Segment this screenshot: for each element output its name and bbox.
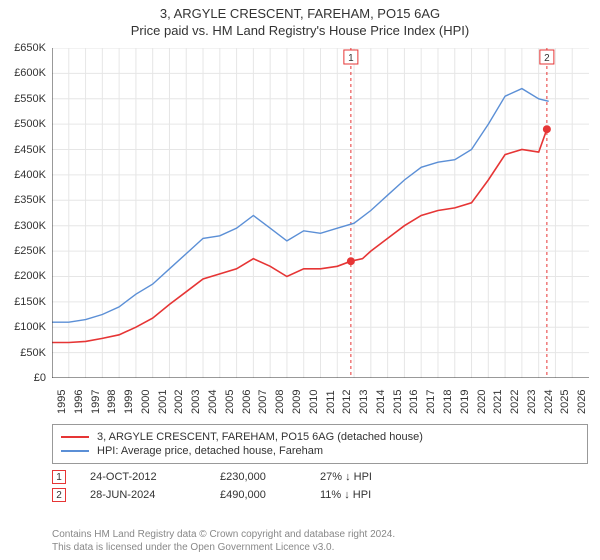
y-tick-label: £100K	[14, 321, 46, 333]
sale-delta: 11% ↓ HPI	[320, 489, 440, 501]
sales-table: 1 24-OCT-2012£230,00027% ↓ HPI 2 28-JUN-202…	[52, 466, 588, 506]
y-tick-label: £500K	[14, 118, 46, 130]
x-tick-label: 2025	[559, 390, 571, 414]
x-tick-label: 2015	[392, 390, 404, 414]
x-tick-label: 2011	[325, 390, 337, 414]
x-tick-label: 2014	[375, 390, 387, 414]
y-tick-label: £150K	[14, 296, 46, 308]
x-tick-label: 2001	[157, 390, 169, 414]
legend-item: HPI: Average price, detached house, Fare…	[61, 445, 579, 457]
legend-label: 3, ARGYLE CRESCENT, FAREHAM, PO15 6AG (d…	[97, 431, 423, 443]
x-tick-label: 1996	[73, 390, 85, 414]
chart-svg: 12	[52, 48, 589, 378]
x-tick-label: 2026	[576, 390, 588, 414]
y-tick-label: £50K	[20, 347, 46, 359]
sale-marker-icon: 2	[52, 488, 66, 502]
x-tick-label: 2012	[341, 390, 353, 414]
x-tick-label: 2003	[190, 390, 202, 414]
sale-price: £490,000	[220, 489, 320, 501]
y-tick-label: £650K	[14, 42, 46, 54]
x-tick-label: 1995	[56, 390, 68, 414]
x-tick-label: 2016	[408, 390, 420, 414]
legend-item: 3, ARGYLE CRESCENT, FAREHAM, PO15 6AG (d…	[61, 431, 579, 443]
x-tick-label: 2022	[509, 390, 521, 414]
x-tick-label: 2009	[291, 390, 303, 414]
y-tick-label: £400K	[14, 169, 46, 181]
sale-date: 28-JUN-2024	[90, 489, 220, 501]
sale-price: £230,000	[220, 471, 320, 483]
y-tick-label: £200K	[14, 270, 46, 282]
y-tick-label: £550K	[14, 93, 46, 105]
x-tick-label: 2013	[358, 390, 370, 414]
chart-subtitle: Price paid vs. HM Land Registry's House …	[0, 23, 600, 38]
chart-title: 3, ARGYLE CRESCENT, FAREHAM, PO15 6AG	[0, 6, 600, 21]
y-tick-label: £300K	[14, 220, 46, 232]
y-tick-label: £350K	[14, 194, 46, 206]
chart-plot-area: 12	[52, 48, 589, 378]
y-tick-label: £250K	[14, 245, 46, 257]
chart-footer: Contains HM Land Registry data © Crown c…	[52, 528, 588, 554]
chart-legend: 3, ARGYLE CRESCENT, FAREHAM, PO15 6AG (d…	[52, 424, 588, 464]
sale-delta: 27% ↓ HPI	[320, 471, 440, 483]
x-tick-label: 2006	[241, 390, 253, 414]
x-tick-label: 2021	[492, 390, 504, 414]
x-tick-label: 2002	[173, 390, 185, 414]
x-tick-label: 2018	[442, 390, 454, 414]
legend-swatch	[61, 436, 89, 438]
y-tick-label: £600K	[14, 67, 46, 79]
sale-row: 1 24-OCT-2012£230,00027% ↓ HPI	[52, 470, 588, 484]
sale-date: 24-OCT-2012	[90, 471, 220, 483]
x-tick-label: 2010	[308, 390, 320, 414]
legend-swatch	[61, 450, 89, 452]
footer-line-1: Contains HM Land Registry data © Crown c…	[52, 528, 588, 541]
x-tick-label: 2008	[274, 390, 286, 414]
x-tick-label: 2020	[476, 390, 488, 414]
x-tick-label: 1999	[123, 390, 135, 414]
footer-line-2: This data is licensed under the Open Gov…	[52, 541, 588, 554]
x-tick-label: 1997	[90, 390, 102, 414]
x-tick-label: 2005	[224, 390, 236, 414]
svg-text:1: 1	[348, 53, 354, 64]
sale-marker-icon: 1	[52, 470, 66, 484]
x-tick-label: 2019	[459, 390, 471, 414]
svg-text:2: 2	[544, 53, 550, 64]
y-axis-labels: £0£50K£100K£150K£200K£250K£300K£350K£400…	[0, 48, 50, 378]
x-tick-label: 2000	[140, 390, 152, 414]
x-axis-labels: 1995 1996 1997 1998 1999 2000 2001 2002 2003 2004…	[52, 382, 589, 422]
x-tick-label: 2004	[207, 390, 219, 414]
x-tick-label: 2023	[526, 390, 538, 414]
x-tick-label: 2017	[425, 390, 437, 414]
legend-label: HPI: Average price, detached house, Fare…	[97, 445, 323, 457]
chart-header: 3, ARGYLE CRESCENT, FAREHAM, PO15 6AG Pr…	[0, 0, 600, 38]
x-tick-label: 1998	[106, 390, 118, 414]
x-tick-label: 2024	[543, 390, 555, 414]
y-tick-label: £0	[34, 372, 46, 384]
y-tick-label: £450K	[14, 144, 46, 156]
sale-row: 2 28-JUN-2024£490,00011% ↓ HPI	[52, 488, 588, 502]
x-tick-label: 2007	[257, 390, 269, 414]
